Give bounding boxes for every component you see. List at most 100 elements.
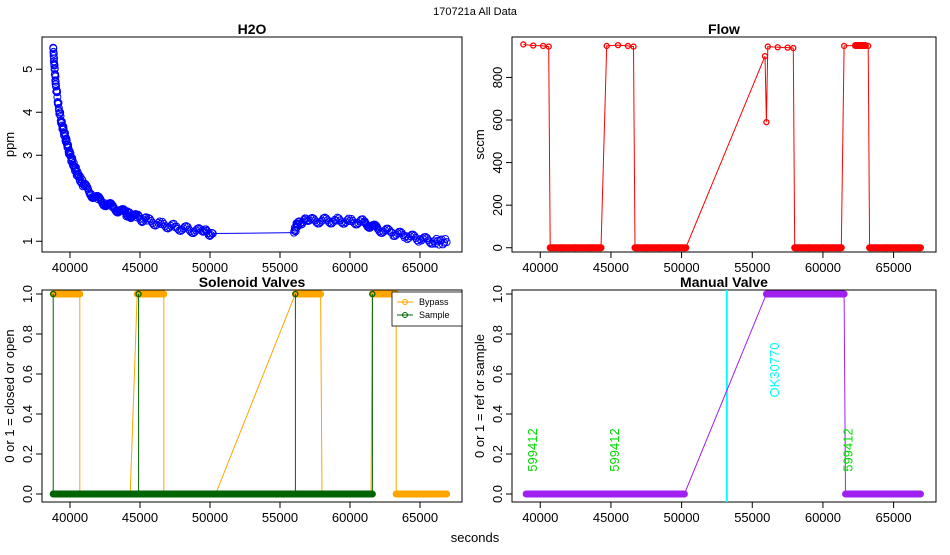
- data-point: [761, 53, 769, 60]
- y-axis-label: sccm: [472, 129, 487, 159]
- y-tick-label: 0.2: [20, 445, 35, 463]
- x-tick-label: 45000: [122, 260, 158, 275]
- data-point: [530, 42, 537, 49]
- vline-label: OK30770: [767, 343, 782, 398]
- data-point: [80, 179, 89, 188]
- panel-1: H2O 40000 45000 50000 55000 60000 65000 1 2 3 4 5 pp…: [2, 21, 463, 275]
- data-point: [57, 117, 66, 126]
- y-axis-label: 0 or 1 = closed or open: [2, 329, 17, 462]
- data-point: [49, 49, 58, 58]
- data-point: [371, 221, 380, 230]
- data-point: [144, 213, 153, 222]
- data-point: [50, 60, 59, 69]
- panel-2: Flow 40000 45000 50000 55000 60000 65000 0 200 40…: [472, 21, 937, 275]
- x-tick-label: 45000: [593, 510, 629, 525]
- x-tick-label: 45000: [122, 510, 158, 525]
- x-tick-label: 60000: [332, 510, 368, 525]
- y-tick-label: 400: [490, 152, 505, 174]
- data-point: [539, 42, 547, 50]
- x-tick-label: 40000: [52, 260, 88, 275]
- data-point: [305, 216, 314, 225]
- y-tick-label: 0.0: [490, 485, 505, 503]
- x-tick-label: 55000: [734, 510, 770, 525]
- plot-frame: [41, 289, 463, 503]
- data-point: [390, 232, 399, 241]
- data-point: [135, 290, 142, 298]
- series-bypass: [49, 290, 451, 498]
- series-line: [52, 294, 373, 495]
- y-tick-label: 1: [20, 238, 35, 245]
- data-point: [308, 213, 317, 222]
- panel-title: Solenoid Valves: [199, 274, 306, 290]
- panel-title: Manual Valve: [680, 274, 768, 290]
- y-tick-label: 200: [490, 194, 505, 216]
- data-point: [160, 290, 167, 298]
- data-point: [76, 290, 83, 298]
- y-tick-label: 2: [20, 195, 35, 202]
- annotation-label: 599412: [840, 428, 855, 471]
- data-point: [774, 44, 781, 51]
- y-tick-label: 0.6: [490, 365, 505, 383]
- data-point: [56, 108, 65, 117]
- y-tick-label: 0.0: [20, 485, 35, 503]
- data-point: [52, 82, 60, 91]
- data-point: [423, 234, 431, 243]
- y-tick-label: 4: [20, 109, 35, 116]
- series-manual: [522, 290, 924, 498]
- data-point: [371, 220, 380, 229]
- y-tick-label: 5: [20, 66, 35, 73]
- x-tick-label: 65000: [876, 510, 912, 525]
- y-tick-label: 0.8: [20, 325, 35, 343]
- y-tick-label: 0: [490, 244, 505, 251]
- data-point: [838, 244, 845, 251]
- data-point: [917, 490, 924, 498]
- legend-label: Sample: [419, 310, 450, 320]
- data-point: [50, 290, 57, 298]
- y-axis-label: 0 or 1 = ref or sample: [472, 334, 487, 458]
- data-point: [763, 118, 770, 126]
- data-point: [385, 225, 394, 234]
- data-point: [317, 290, 324, 298]
- legend-marker: [402, 299, 408, 305]
- x-tick-label: 50000: [664, 510, 700, 525]
- data-point: [614, 41, 622, 49]
- data-point: [764, 43, 771, 50]
- plot-frame: [511, 289, 937, 503]
- y-axis-label: ppm: [2, 132, 17, 157]
- series-line: [526, 293, 921, 495]
- series-flow: [520, 41, 924, 252]
- series-line: [212, 232, 295, 235]
- x-tick-label: 45000: [593, 260, 629, 275]
- data-point: [138, 218, 147, 227]
- data-point: [315, 219, 324, 228]
- data-point: [624, 42, 632, 50]
- y-tick-label: 800: [490, 67, 505, 89]
- data-point: [61, 132, 70, 141]
- panel-4: Manual Valve 40000 45000 50000 55000 60000 650…: [472, 274, 937, 525]
- y-tick-label: 3: [20, 152, 35, 159]
- y-tick-label: 0.4: [20, 405, 35, 423]
- legend-box: [391, 291, 463, 327]
- x-tick-label: 40000: [52, 510, 88, 525]
- data-point: [442, 238, 451, 247]
- data-point: [369, 290, 376, 298]
- data-point: [64, 143, 73, 152]
- data-point: [681, 490, 688, 498]
- data-point: [320, 213, 329, 222]
- x-tick-label: 65000: [876, 260, 912, 275]
- x-tick-label: 55000: [262, 260, 298, 275]
- data-point: [403, 235, 412, 244]
- data-point: [545, 43, 552, 50]
- data-point: [603, 42, 610, 50]
- data-point: [199, 227, 208, 236]
- data-point: [790, 44, 797, 52]
- data-point: [67, 156, 76, 165]
- y-tick-label: 600: [490, 109, 505, 131]
- x-tick-label: 50000: [664, 260, 700, 275]
- y-tick-label: 1.0: [490, 285, 505, 303]
- data-point: [54, 103, 63, 112]
- annotation-label: 599412: [525, 428, 540, 471]
- data-point: [347, 214, 356, 223]
- x-tick-label: 65000: [402, 510, 438, 525]
